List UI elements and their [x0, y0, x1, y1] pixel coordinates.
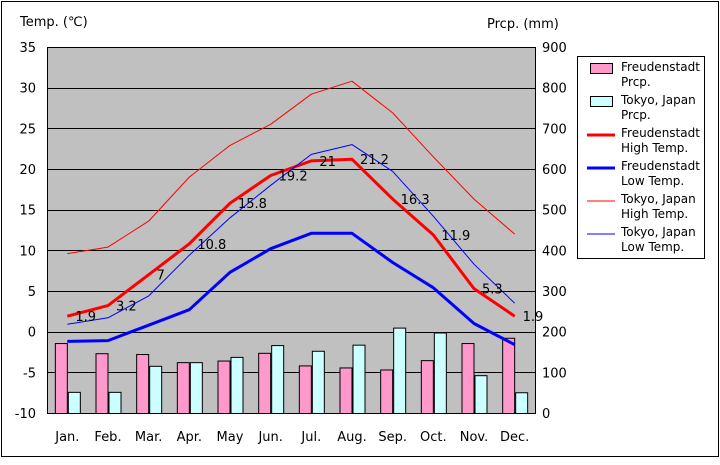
precip-bar — [108, 391, 122, 414]
x-tick-label: Sep. — [378, 430, 407, 445]
precip-bar — [515, 392, 529, 415]
left-tick-label: 30 — [19, 82, 36, 97]
temp-line — [67, 80, 516, 255]
left-tick-label: 5 — [28, 285, 36, 300]
x-tick-label: Jan. — [54, 430, 79, 445]
data-labels: 1.9 3.2 7 10.8 15.8 19.2 21 21.2 16.3 11.9 5.3 1.9 — [75, 153, 543, 325]
legend-label: Freudenstadt — [621, 159, 700, 173]
data-label: 16.3 — [401, 193, 430, 208]
left-tick-label: -10 — [15, 407, 36, 422]
left-tick-label: 0 — [28, 326, 36, 341]
precip-bar — [502, 337, 516, 414]
data-label: 10.8 — [197, 238, 226, 253]
precip-bar — [176, 362, 190, 414]
legend-label: Freudenstadt — [621, 126, 700, 140]
right-tick-label: 700 — [542, 122, 567, 137]
right-tick-label: 900 — [542, 41, 567, 56]
left-tick-label: 15 — [19, 204, 36, 219]
data-label: 1.9 — [523, 310, 544, 325]
precip-bar — [474, 375, 488, 414]
precip-bar — [136, 354, 150, 414]
precip-bar — [95, 353, 109, 414]
legend-box — [577, 56, 705, 259]
x-tick-label: May — [217, 430, 244, 445]
legend-label: Prcp. — [621, 108, 651, 122]
data-label: 7 — [157, 269, 165, 284]
legend-label: Tokyo, Japan — [620, 225, 696, 239]
left-tick-label: 25 — [19, 122, 36, 137]
data-label: 21.2 — [360, 153, 389, 168]
data-label: 1.9 — [75, 310, 96, 325]
precip-bar — [298, 365, 312, 415]
right-tick-label: 400 — [542, 244, 567, 259]
right-tick-label: 300 — [542, 285, 567, 300]
precip-bar — [230, 356, 244, 415]
data-label: 21 — [319, 155, 336, 170]
legend-label: Prcp. — [621, 75, 651, 89]
right-tick-label: 100 — [542, 366, 567, 381]
temp-line — [66, 157, 516, 318]
data-label: 5.3 — [482, 283, 503, 298]
x-tick-label: Dec. — [500, 430, 529, 445]
legend-label: Tokyo, Japan — [620, 93, 696, 107]
x-tick-label: Feb. — [94, 430, 121, 445]
left-tick-label: 35 — [19, 41, 36, 56]
precip-bar — [149, 365, 163, 414]
legend-swatch — [590, 96, 613, 107]
legend-label: High Temp. — [621, 207, 688, 221]
legend-label: Low Temp. — [621, 240, 684, 254]
precip-bar — [461, 343, 475, 415]
x-tick-label: Aug. — [337, 430, 367, 445]
data-label: 19.2 — [279, 170, 308, 185]
precip-bar — [352, 344, 366, 414]
precip-bar — [54, 343, 68, 415]
temperature-lines — [66, 80, 516, 347]
data-label: 15.8 — [238, 197, 267, 212]
precip-bar — [189, 362, 203, 414]
precip-bar — [393, 327, 407, 415]
legend-label: Tokyo, Japan — [620, 192, 696, 206]
right-tick-label: 800 — [542, 82, 567, 97]
right-axis-title: Prcp. (mm) — [487, 17, 559, 32]
precip-bar — [217, 360, 231, 415]
axes: 35 30 25 20 15 10 5 0 -5 -10 900 800 700 600 500 400 300… — [15, 41, 567, 445]
data-label: 11.9 — [441, 229, 470, 244]
precip-bar — [420, 360, 434, 414]
right-tick-label: 200 — [542, 326, 567, 341]
x-tick-label: Jul. — [300, 430, 321, 445]
precip-bar — [67, 391, 81, 414]
right-tick-label: 0 — [542, 407, 550, 422]
legend-label: Low Temp. — [621, 174, 684, 188]
data-label: 3.2 — [116, 300, 137, 315]
precip-bar — [271, 345, 285, 414]
left-axis-title: Temp. (℃) — [19, 15, 88, 30]
x-tick-label: Mar. — [135, 430, 162, 445]
precip-bar — [380, 369, 394, 414]
right-tick-label: 600 — [542, 163, 567, 178]
precip-bar — [339, 367, 353, 415]
legend-swatch — [590, 63, 613, 74]
temp-line — [67, 144, 516, 325]
precipitation-bars — [54, 327, 529, 415]
left-tick-label: 20 — [19, 163, 36, 178]
precip-bar — [258, 352, 272, 414]
left-tick-label: -5 — [23, 366, 36, 381]
left-tick-label: 10 — [19, 244, 36, 259]
precip-bar — [433, 332, 447, 415]
legend-label: High Temp. — [621, 141, 688, 155]
x-tick-label: Nov. — [460, 430, 489, 445]
gridlines — [47, 47, 535, 414]
legend-label: Freudenstadt — [621, 60, 700, 74]
precip-bar — [311, 350, 325, 414]
x-tick-label: Jun. — [257, 430, 282, 445]
right-tick-label: 500 — [542, 204, 567, 219]
x-tick-label: Oct. — [420, 430, 447, 445]
temp-line — [67, 231, 516, 347]
x-tick-label: Apr. — [177, 430, 202, 445]
